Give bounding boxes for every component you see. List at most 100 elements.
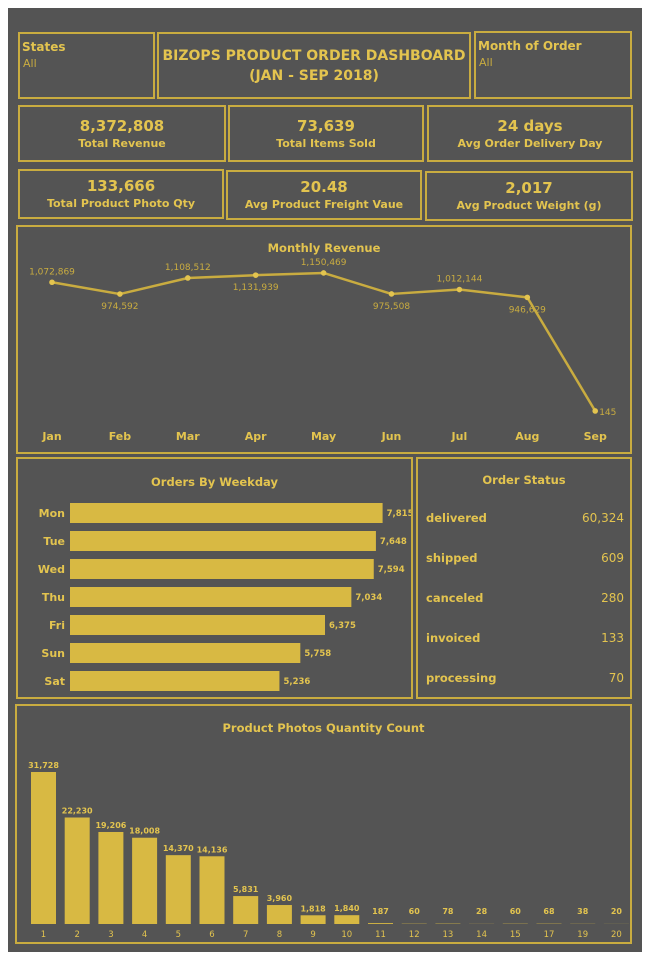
photo-qty-tick-label: 19 xyxy=(577,930,588,940)
photo-qty-bar xyxy=(368,923,393,924)
monthly-revenue-panel: Monthly Revenue 1,072,869 Jan 974,592 Feb 1,… xyxy=(16,225,632,454)
photo-qty-bar xyxy=(199,856,225,924)
photo-qty-tick-label: 9 xyxy=(310,930,315,940)
status-row-invoiced: invoiced 133 xyxy=(426,631,624,651)
dashboard-title: BIZOPS PRODUCT ORDER DASHBOARD (JAN - SE… xyxy=(157,32,471,99)
status-row-canceled: canceled 280 xyxy=(426,591,624,611)
kpi-label: Total Revenue xyxy=(78,136,166,150)
photo-qty-data-label: 18,008 xyxy=(129,827,160,836)
status-value: 133 xyxy=(601,631,624,645)
photo-qty-tick-label: 3 xyxy=(108,930,113,940)
weekday-tick-label: Tue xyxy=(43,535,65,548)
kpi-label: Avg Product Freight Vaue xyxy=(244,198,404,211)
photo-qty-chart: 31,728 1 22,230 2 19,206 3 18,008 4 14,370 5 14,13… xyxy=(28,761,629,940)
photo-qty-data-label: 187 xyxy=(372,907,389,916)
photo-qty-bar xyxy=(64,817,90,924)
kpi-avg-freight-value: 20.48 Avg Product Freight Vaue xyxy=(226,170,422,220)
photo-qty-tick-label: 4 xyxy=(142,930,147,940)
states-filter-value[interactable]: All xyxy=(23,57,37,70)
photo-qty-data-label: 78 xyxy=(442,907,454,916)
revenue-line xyxy=(51,271,597,412)
photo-qty-data-label: 22,230 xyxy=(62,807,93,816)
photo-qty-bar xyxy=(132,837,158,924)
photo-qty-tick-label: 17 xyxy=(544,930,555,940)
weekday-data-label: 6,375 xyxy=(329,621,356,631)
month-tick-label: Feb xyxy=(109,430,132,443)
photo-qty-data-label: 19,206 xyxy=(95,821,126,830)
photo-qty-panel: Product Photos Quantity Count 31,728 1 22,… xyxy=(15,704,632,944)
photo-qty-data-label: 14,136 xyxy=(197,845,228,854)
kpi-value: 20.48 xyxy=(300,178,348,196)
weekday-bar xyxy=(70,671,280,691)
month-tick-label: Mar xyxy=(176,430,200,443)
weekday-tick-label: Wed xyxy=(38,563,65,576)
photo-qty-data-label: 1,818 xyxy=(300,904,326,913)
photo-qty-bar xyxy=(233,896,259,924)
month-tick-label: Apr xyxy=(245,430,267,443)
orders-by-weekday-title: Orders By Weekday xyxy=(151,475,278,489)
monthly-revenue-title: Monthly Revenue xyxy=(267,241,381,255)
kpi-total-revenue: 8,372,808 Total Revenue xyxy=(18,105,226,162)
revenue-data-label: 1,012,144 xyxy=(436,275,482,285)
photo-qty-tick-label: 14 xyxy=(476,930,487,940)
photo-qty-tick-label: 10 xyxy=(341,930,352,940)
status-row-delivered: delivered 60,324 xyxy=(426,511,624,531)
kpi-label: Avg Product Weight (g) xyxy=(456,199,602,212)
revenue-data-label: 975,508 xyxy=(373,302,410,312)
kpi-avg-product-weight: 2,017 Avg Product Weight (g) xyxy=(425,171,633,221)
month-filter-value[interactable]: All xyxy=(479,56,493,69)
photo-qty-tick-label: 12 xyxy=(409,930,420,940)
weekday-tick-label: Mon xyxy=(39,507,65,520)
orders-by-weekday-panel: Orders By Weekday Mon 7,815 Tue 7,648 Wed 7,5… xyxy=(16,457,413,699)
weekday-data-label: 7,648 xyxy=(380,537,407,547)
weekday-bar xyxy=(70,531,376,551)
weekday-tick-label: Sat xyxy=(44,675,65,688)
weekday-bar xyxy=(70,503,383,523)
photo-qty-data-label: 14,370 xyxy=(163,844,194,853)
weekday-tick-label: Thu xyxy=(42,591,65,604)
photo-qty-tick-label: 13 xyxy=(442,930,453,940)
status-label: invoiced xyxy=(426,631,481,645)
month-tick-label: May xyxy=(311,430,336,443)
status-value: 70 xyxy=(608,671,624,685)
photo-qty-data-label: 28 xyxy=(476,907,488,916)
kpi-value: 133,666 xyxy=(86,177,156,195)
weekday-bar xyxy=(70,559,374,579)
revenue-data-label: 1,108,512 xyxy=(165,263,211,273)
revenue-data-label: 1,131,939 xyxy=(233,283,279,293)
photo-qty-data-label: 38 xyxy=(577,907,589,916)
photo-qty-data-label: 68 xyxy=(543,907,555,916)
weekday-data-label: 5,236 xyxy=(283,677,310,687)
photo-qty-tick-label: 20 xyxy=(611,930,622,940)
month-tick-label: Jun xyxy=(381,430,402,443)
states-filter[interactable]: States All xyxy=(18,32,155,99)
month-filter[interactable]: Month of Order All xyxy=(474,31,632,99)
states-filter-label: States xyxy=(22,40,66,54)
dashboard-title-line2: (JAN - SEP 2018) xyxy=(249,67,379,84)
photo-qty-tick-label: 8 xyxy=(277,930,282,940)
photo-qty-data-label: 5,831 xyxy=(233,885,259,894)
kpi-label: Total Product Photo Qty xyxy=(46,197,196,210)
kpi-value: 24 days xyxy=(497,116,563,135)
status-row-shipped: shipped 609 xyxy=(426,551,624,571)
photo-qty-data-label: 31,728 xyxy=(28,761,59,770)
revenue-data-label: 974,592 xyxy=(101,302,138,312)
weekday-bar xyxy=(70,643,301,663)
photo-qty-data-label: 20 xyxy=(611,907,623,916)
revenue-point xyxy=(524,294,531,301)
weekday-data-label: 7,034 xyxy=(355,593,382,603)
photo-qty-tick-label: 5 xyxy=(176,930,181,940)
weekday-bar xyxy=(70,615,325,635)
revenue-point xyxy=(592,408,598,414)
photo-qty-tick-label: 7 xyxy=(243,930,248,940)
status-label: processing xyxy=(426,671,497,685)
photo-qty-bar xyxy=(165,855,191,924)
revenue-data-label: 946,629 xyxy=(509,305,546,315)
month-tick-label: Jan xyxy=(41,430,61,443)
status-label: delivered xyxy=(426,511,487,525)
month-tick-label: Jul xyxy=(451,430,468,443)
kpi-total-photo-qty: 133,666 Total Product Photo Qty xyxy=(18,169,224,219)
monthly-revenue-chart: 1,072,869 Jan 974,592 Feb 1,108,512 Mar 1,131,… xyxy=(29,258,616,443)
order-status-title: Order Status xyxy=(482,473,566,487)
dashboard: States All BIZOPS PRODUCT ORDER DASHBOAR… xyxy=(8,8,642,952)
